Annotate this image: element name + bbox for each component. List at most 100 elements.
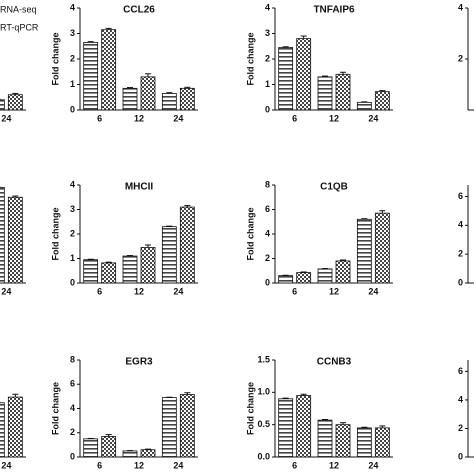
y-tick-label: 0.0 [257, 451, 270, 461]
y-tick-label: 6 [265, 204, 270, 214]
bar [335, 73, 351, 111]
x-tick-label: 12 [134, 113, 144, 123]
y-tick-label: 4 [458, 394, 463, 404]
x-tick-label: 24 [368, 460, 378, 470]
bar [296, 395, 312, 458]
bar [356, 427, 372, 458]
x-tick-label: 6 [97, 460, 102, 470]
error-bar [12, 92, 19, 95]
error-bar [105, 27, 112, 30]
x-tick-label: 24 [173, 113, 183, 123]
x-tick-label: 24 [1, 286, 11, 296]
error-bar [379, 210, 386, 214]
error-bar [300, 271, 307, 273]
chart-title: MHCII [125, 182, 154, 193]
x-tick-label: 6 [97, 113, 102, 123]
y-tick-label: 0 [70, 277, 75, 287]
y-tick-label: 4 [458, 220, 463, 230]
bar [83, 259, 99, 284]
y-tick-label: 2 [458, 249, 463, 259]
bar [140, 247, 156, 284]
legend-label: RNA-seq [0, 4, 37, 14]
error-bar [184, 392, 191, 395]
y-tick-label: 3 [70, 204, 75, 214]
bar [374, 91, 390, 111]
legend-label: RT-qPCR [0, 22, 39, 32]
error-bar [166, 92, 173, 94]
bar [83, 42, 99, 111]
bar [7, 94, 23, 111]
x-tick-label: 6 [292, 286, 297, 296]
bar [83, 438, 99, 458]
y-tick-label: 0 [458, 451, 463, 461]
y-tick-label: 3 [70, 28, 75, 38]
chart-title: TNFAIP6 [313, 5, 355, 16]
chart-title: EGR3 [125, 357, 153, 368]
error-bar [340, 259, 346, 261]
y-tick-label: 2 [70, 53, 75, 63]
error-bar [127, 87, 133, 89]
y-axis-label: Fold change [50, 207, 60, 260]
y-axis-label: Fold change [245, 207, 255, 260]
y-tick-label: 4 [70, 2, 75, 12]
bar [161, 397, 177, 458]
bar [7, 196, 23, 284]
x-tick-label: 12 [134, 460, 144, 470]
y-axis-label: Fold change [245, 32, 255, 85]
y-tick-label: 4 [265, 228, 270, 238]
error-bar [300, 393, 307, 396]
error-bar [12, 393, 19, 398]
x-tick-label: 12 [329, 460, 339, 470]
y-tick-label: 2 [70, 427, 75, 437]
bar [317, 419, 333, 458]
bar [356, 101, 372, 111]
y-tick-label: 0 [70, 451, 75, 461]
x-tick-label: 6 [97, 286, 102, 296]
y-axis-label: Fold change [245, 382, 255, 435]
x-tick-label: 24 [368, 286, 378, 296]
x-tick-label: 24 [368, 113, 378, 123]
y-tick-label: 4 [265, 2, 270, 12]
y-tick-label: 6 [458, 191, 463, 201]
error-bar [12, 195, 19, 198]
bar [161, 93, 177, 111]
y-tick-label: 8 [265, 179, 270, 189]
error-bar [379, 90, 386, 92]
x-tick-label: 24 [1, 460, 11, 470]
y-tick-label: 0 [265, 277, 270, 287]
x-tick-label: 24 [173, 460, 183, 470]
x-tick-label: 12 [329, 286, 339, 296]
bar [122, 450, 138, 458]
chart-title: CCNB3 [317, 357, 352, 368]
bar [7, 396, 23, 458]
bar [122, 87, 138, 111]
bar [0, 187, 5, 284]
y-tick-label: 3 [265, 28, 270, 38]
y-axis-label: Fold change [50, 382, 60, 435]
bar [296, 272, 312, 284]
error-bar [282, 46, 289, 48]
bar [335, 260, 351, 284]
y-tick-label: 2 [458, 53, 463, 63]
error-bar [145, 244, 151, 248]
bar [0, 402, 5, 458]
x-tick-label: 12 [134, 286, 144, 296]
bar [101, 262, 117, 284]
bar [101, 29, 117, 111]
y-tick-label: 1 [265, 79, 270, 89]
y-tick-label: 1 [70, 253, 75, 263]
chart-title: C1QB [320, 182, 348, 193]
y-tick-label: 2 [70, 228, 75, 238]
y-tick-label: 2 [265, 253, 270, 263]
bar [278, 398, 294, 458]
bar [278, 47, 294, 111]
bar [140, 449, 156, 458]
error-bar [322, 75, 328, 77]
error-bar [145, 73, 151, 77]
y-tick-label: 0 [458, 277, 463, 287]
error-bar [145, 448, 151, 450]
error-bar [184, 205, 191, 208]
error-bar [361, 218, 368, 220]
error-bar [300, 35, 307, 39]
error-bar [105, 261, 112, 263]
